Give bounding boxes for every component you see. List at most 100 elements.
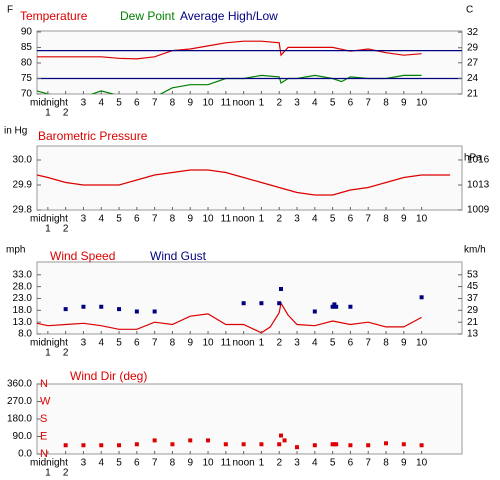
x-tick-label: 5	[116, 338, 122, 349]
x-tick-label: noon	[233, 98, 255, 109]
data-line	[37, 169, 451, 196]
data-point	[241, 442, 246, 447]
x-tick-label: midnight	[30, 338, 68, 349]
y-tick-label: 90.0	[13, 431, 33, 442]
x-tick-label: 9	[401, 214, 407, 225]
plot-marks	[37, 287, 424, 334]
x-tick-label: 9	[187, 214, 193, 225]
x-tick-label: 4	[312, 338, 318, 349]
x-tick-label: midnight	[30, 214, 68, 225]
x-tick-label: 1	[259, 458, 265, 469]
y2-tick-label: 1016	[467, 155, 490, 166]
data-point	[419, 443, 424, 448]
data-point	[63, 443, 68, 448]
compass-label: W	[40, 395, 51, 407]
data-point	[348, 304, 353, 309]
data-point	[334, 442, 339, 447]
x-tick-label: 2	[63, 108, 69, 119]
data-point	[279, 287, 284, 291]
data-point	[99, 304, 104, 309]
legend-entry: Temperature	[20, 9, 88, 23]
x-tick-label: 6	[348, 214, 354, 225]
x-tick-label: 10	[202, 338, 214, 349]
chart-title: Barometric Pressure	[38, 129, 148, 143]
x-tick-label: 10	[202, 98, 214, 109]
x-tick-label: noon	[233, 338, 255, 349]
x-tick-label: 2	[63, 348, 69, 359]
data-line	[37, 74, 422, 94]
compass-label: N	[40, 448, 48, 460]
y-tick-label: 70	[21, 89, 33, 100]
plot-marks	[63, 433, 424, 450]
x-tick-label: midnight	[30, 458, 68, 469]
data-point	[419, 295, 424, 300]
x-tick-label: 5	[116, 214, 122, 225]
y2-tick-label: 21	[467, 89, 479, 100]
x-tick-label: 2	[276, 98, 282, 109]
x-tick-label: 9	[401, 338, 407, 349]
data-point	[282, 438, 287, 443]
x-tick-label: 8	[383, 98, 389, 109]
x-tick-label: 3	[294, 214, 300, 225]
x-tick-label: 3	[81, 338, 87, 349]
data-line	[37, 301, 422, 334]
y-tick-label: 270.0	[7, 396, 32, 407]
x-tick-label: 7	[365, 338, 371, 349]
data-point	[81, 443, 86, 448]
x-tick-label: 4	[312, 98, 318, 109]
compass-label: E	[40, 430, 47, 442]
x-tick-label: 8	[170, 338, 176, 349]
unit-label: in Hg	[4, 126, 27, 137]
data-point	[279, 433, 284, 438]
data-point	[63, 307, 68, 312]
x-tick-label: 6	[348, 458, 354, 469]
data-point	[277, 301, 282, 306]
data-line	[37, 40, 422, 60]
data-point	[134, 442, 139, 447]
unit-label: C	[466, 5, 473, 16]
data-point	[117, 443, 122, 448]
y2-tick-label: 53	[467, 269, 479, 280]
y-tick-label: 80	[21, 58, 33, 69]
x-tick-label: 6	[134, 214, 140, 225]
unit-label: mph	[6, 245, 25, 256]
compass-label: N	[40, 378, 48, 390]
x-tick-label: 1	[45, 108, 51, 119]
plot-marks	[37, 40, 462, 94]
x-tick-label: 8	[383, 338, 389, 349]
x-tick-label: 11	[221, 458, 232, 469]
x-tick-label: noon	[233, 458, 255, 469]
data-point	[312, 443, 317, 448]
legend-entry: Wind Speed	[50, 249, 115, 263]
x-tick-label: 10	[416, 98, 428, 109]
x-tick-label: 11	[221, 214, 232, 225]
data-point	[259, 301, 264, 306]
data-point	[259, 442, 264, 447]
data-point	[117, 307, 122, 312]
x-tick-label: 7	[152, 338, 158, 349]
legend-entry: Average High/Low	[180, 9, 278, 23]
x-tick-label: 2	[276, 458, 282, 469]
x-tick-label: 1	[259, 214, 265, 225]
x-tick-label: 6	[348, 338, 354, 349]
data-point	[312, 309, 317, 314]
x-tick-label: 1	[259, 338, 265, 349]
y-tick-label: 33.0	[13, 269, 33, 280]
y2-tick-label: 37	[467, 293, 479, 304]
unit-label: hPa	[464, 153, 482, 164]
x-tick-label: 7	[152, 98, 158, 109]
x-tick-label: 3	[294, 338, 300, 349]
x-tick-label: 10	[202, 458, 214, 469]
x-tick-label: 5	[330, 458, 336, 469]
y-tick-label: 90	[21, 27, 33, 38]
x-tick-label: 8	[170, 98, 176, 109]
x-tick-label: 5	[330, 338, 336, 349]
x-tick-label: 10	[416, 338, 428, 349]
y2-tick-label: 24	[467, 73, 479, 84]
data-point	[330, 304, 335, 309]
x-tick-label: midnight	[30, 98, 68, 109]
x-tick-label: 9	[401, 98, 407, 109]
data-point	[366, 443, 371, 448]
y2-tick-label: 1013	[467, 180, 490, 191]
